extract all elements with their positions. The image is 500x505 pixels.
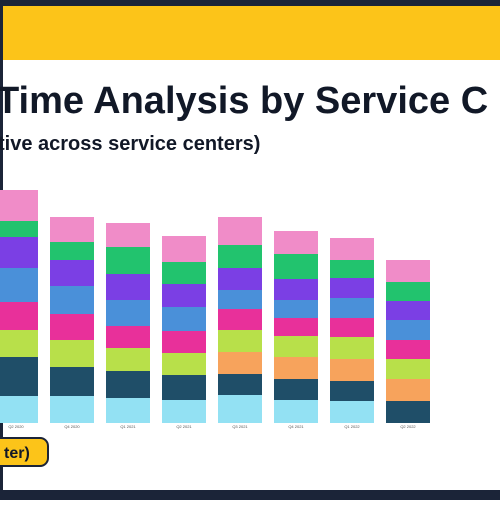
bar-segment	[50, 340, 94, 367]
bar-segment	[162, 262, 206, 284]
bar-segment	[330, 260, 374, 278]
bar-segment	[274, 318, 318, 336]
bar-segment	[386, 320, 430, 340]
bar-segment	[162, 331, 206, 353]
bar-segment	[50, 260, 94, 286]
bar-segment	[0, 237, 38, 268]
bar-segment	[162, 284, 206, 307]
bar-segment	[162, 236, 206, 262]
x-tick-label: Q1 2022	[344, 424, 360, 429]
bar-segment	[218, 374, 262, 395]
bar-segment	[386, 340, 430, 359]
bar-segment	[218, 395, 262, 423]
bar-segment	[0, 357, 38, 396]
x-tick-label: Q3 2021	[232, 424, 248, 429]
bar-segment	[106, 348, 150, 371]
bar-segment	[50, 396, 94, 423]
bar-segment	[162, 375, 206, 400]
bar-segment	[50, 314, 94, 340]
bar-segment	[106, 326, 150, 348]
header-band	[0, 6, 500, 60]
bar-segment	[0, 302, 38, 330]
bar-segment	[274, 231, 318, 254]
bar-segment	[274, 400, 318, 423]
x-tick-label: Q4 2021	[288, 424, 304, 429]
bar-segment	[330, 278, 374, 298]
bar-segment	[386, 282, 430, 301]
bar-segment	[218, 330, 262, 352]
bar-segment	[50, 286, 94, 314]
bar-segment	[106, 223, 150, 247]
bar-segment	[218, 290, 262, 309]
bar-segment	[106, 371, 150, 398]
x-tick-label: Q2 2020	[8, 424, 24, 429]
bar-segment	[218, 352, 262, 374]
bar-segment	[0, 330, 38, 357]
bar-segment	[162, 353, 206, 375]
x-tick-label: Q1 2021	[120, 424, 136, 429]
bar-segment	[330, 401, 374, 423]
chart-title: Time Analysis by Service C	[0, 80, 488, 122]
bar-segment	[386, 260, 430, 282]
top-border	[0, 0, 500, 6]
bar-segment	[330, 337, 374, 359]
bar-segment	[162, 400, 206, 423]
bar-segment	[106, 300, 150, 326]
bar-segment	[386, 301, 430, 320]
chart-subtitle: tive across service centers)	[0, 133, 260, 155]
bar-segment	[162, 307, 206, 331]
x-tick-label: Q2 2022	[400, 424, 416, 429]
bar-segment	[386, 359, 430, 379]
bar-segment	[218, 309, 262, 330]
bar-segment	[106, 247, 150, 274]
bar-segment	[50, 242, 94, 260]
bar-segment	[106, 274, 150, 300]
bar-segment	[218, 245, 262, 268]
bar-segment	[330, 381, 374, 401]
bar-segment	[218, 268, 262, 290]
bottom-border	[0, 490, 500, 500]
x-tick-label: Q2 2021	[176, 424, 192, 429]
bar-segment	[0, 221, 38, 237]
legend-text: ter)	[4, 445, 30, 462]
bar-segment	[0, 268, 38, 302]
x-tick-label: Q4 2020	[64, 424, 80, 429]
bar-segment	[274, 279, 318, 300]
bar-segment	[386, 379, 430, 401]
bar-segment	[218, 217, 262, 245]
bar-segment	[274, 254, 318, 279]
bar-segment	[274, 300, 318, 318]
bar-segment	[330, 359, 374, 381]
bar-segment	[330, 318, 374, 337]
bar-segment	[106, 398, 150, 423]
bar-segment	[274, 357, 318, 379]
bar-segment	[0, 190, 38, 221]
bar-segment	[274, 379, 318, 400]
legend-pill	[0, 437, 49, 467]
bar-segment	[274, 336, 318, 357]
bar-segment	[50, 367, 94, 396]
bar-segment	[386, 401, 430, 423]
bar-segment	[330, 238, 374, 260]
bar-segment	[0, 396, 38, 423]
bar-segment	[330, 298, 374, 318]
bar-segment	[50, 217, 94, 242]
